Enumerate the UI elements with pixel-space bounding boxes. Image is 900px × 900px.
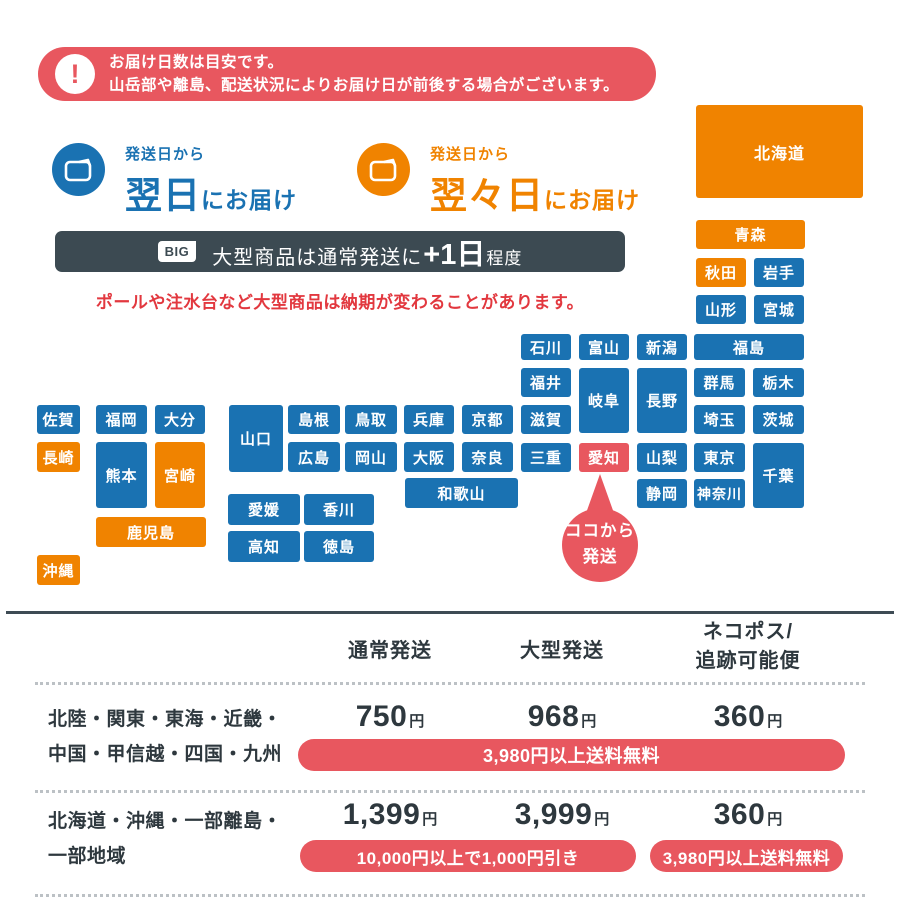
prefecture-tile: 島根 [288, 405, 340, 434]
prefecture-tile: 徳島 [304, 531, 374, 562]
prefecture-tile: 岡山 [345, 442, 397, 472]
prefecture-tile: 和歌山 [405, 478, 518, 508]
prefecture-tile: 富山 [579, 334, 629, 360]
prefecture-tile: 大阪 [404, 442, 454, 472]
prefecture-tile: 奈良 [462, 442, 513, 472]
region-label-row-2: 北海道・沖縄・一部離島・ 一部地域 [48, 811, 283, 867]
prefecture-tile: 愛媛 [228, 494, 300, 525]
prefecture-tile: 宮崎 [155, 442, 205, 508]
fee-row2-normal: 1,399 円 [342, 798, 438, 831]
column-header-normal: 通常発送 [348, 640, 432, 662]
fee-row2-nekopos: 360 円 [713, 798, 783, 831]
large-item-note: ポールや注水台など大型商品は納期が変わることがあります。 [95, 293, 585, 312]
prefecture-tile: 兵庫 [404, 405, 454, 434]
yen-unit: 円 [767, 811, 783, 828]
prefecture-tile: 茨城 [753, 405, 804, 434]
prefecture-tile: 岐阜 [579, 368, 629, 433]
origin-bubble-line-2: 発送 [582, 548, 618, 566]
dotted-divider [35, 790, 865, 793]
prefecture-tile: 東京 [694, 443, 745, 472]
prefecture-tile: 静岡 [637, 479, 687, 508]
discount-pill-row-2: 10,000円以上で1,000円引き [300, 840, 636, 872]
prefecture-tile: 宮城 [754, 295, 804, 324]
prefecture-tile: 青森 [696, 220, 805, 249]
notice-line-2: 山岳部や離島、配送状況によりお届け日が前後する場合がございます。 [109, 77, 620, 94]
column-header-nekopos: ネコポス/ 追跡可能便 [695, 621, 801, 672]
notice-line-1: お届け日数は目安です。 [109, 53, 284, 71]
parcel-icon [52, 143, 105, 196]
region-label-row-1: 北陸・関東・東海・近畿・ 中国・甲信越・四国・九州 [48, 709, 283, 765]
prefecture-tile: 高知 [228, 531, 300, 562]
prefecture-tile: 滋賀 [521, 405, 571, 434]
next-day-delivery-badge: 発送日から 翌日 にお届け [52, 143, 297, 219]
prefecture-tile: 鳥取 [345, 405, 397, 434]
yen-unit: 円 [409, 713, 425, 730]
prefecture-tile: 群馬 [694, 368, 745, 397]
notice-banner: ! お届け日数は目安です。 山岳部や離島、配送状況によりお届け日が前後する場合が… [38, 47, 656, 101]
prefecture-tile: 石川 [521, 334, 571, 360]
free-shipping-pill-row-2: 3,980円以上送料無料 [650, 840, 843, 872]
prefecture-tile: 熊本 [96, 442, 147, 508]
two-day-delivery-badge: 発送日から 翌々日 にお届け [357, 143, 640, 219]
dotted-divider [35, 682, 865, 685]
badge-big-text: 翌日 [125, 175, 201, 216]
badge-small-text: 発送日から [125, 146, 206, 163]
prefecture-tile: 鹿児島 [96, 517, 206, 547]
badge-suffix-text: にお届け [544, 187, 640, 213]
prefecture-tile: 山口 [229, 405, 283, 472]
notice-text: お届け日数は目安です。 山岳部や離島、配送状況によりお届け日が前後する場合がござ… [109, 51, 619, 98]
free-shipping-pill-row-1: 3,980円以上送料無料 [298, 739, 845, 771]
prefecture-tile: 京都 [462, 405, 513, 434]
origin-bubble-line-1: ココから [565, 522, 635, 541]
prefecture-tile: 大分 [155, 405, 205, 434]
big-banner-text: 大型商品は通常発送に [212, 246, 423, 269]
prefecture-tile: 福岡 [96, 405, 147, 434]
fee-row1-nekopos: 360 円 [713, 700, 783, 733]
prefecture-tile: 山梨 [637, 443, 687, 472]
badge-suffix-text: にお届け [201, 187, 297, 213]
big-box-icon: BIG [157, 241, 197, 262]
badge-big-text: 翌々日 [430, 175, 544, 216]
big-item-banner: BIG 大型商品は通常発送に +1日 程度 [55, 231, 625, 272]
prefecture-tile: 秋田 [696, 258, 746, 287]
prefecture-tile: 福島 [694, 334, 804, 360]
fee-row2-large: 3,999 円 [514, 798, 610, 831]
column-header-large: 大型発送 [520, 640, 604, 662]
big-banner-post: 程度 [486, 248, 523, 268]
prefecture-tile: 岩手 [754, 258, 804, 287]
exclamation-icon: ! [55, 54, 95, 94]
prefecture-tile: 香川 [304, 494, 374, 525]
prefecture-tile: 三重 [521, 443, 571, 472]
prefecture-tile: 沖縄 [37, 555, 80, 585]
prefecture-tile: 広島 [288, 442, 340, 472]
fee-row1-large: 968 円 [527, 700, 597, 733]
dotted-divider [35, 894, 865, 897]
yen-unit: 円 [422, 811, 438, 828]
table-top-divider [6, 611, 894, 614]
big-banner-plus: +1日 [423, 238, 486, 271]
prefecture-tile: 新潟 [637, 334, 687, 360]
prefecture-tile: 埼玉 [694, 405, 745, 434]
prefecture-tile: 愛知 [579, 443, 629, 472]
prefecture-tile: 長野 [637, 368, 687, 433]
badge-small-text: 発送日から [430, 146, 511, 163]
prefecture-tile: 北海道 [696, 105, 863, 198]
prefecture-tile: 佐賀 [37, 405, 80, 434]
fee-row1-normal: 750 円 [355, 700, 425, 733]
prefecture-tile: 長崎 [37, 442, 80, 472]
prefecture-tile: 福井 [521, 368, 571, 397]
prefecture-tile: 神奈川 [694, 479, 745, 508]
origin-bubble: ココから 発送 [562, 508, 638, 582]
yen-unit: 円 [594, 811, 610, 828]
prefecture-tile: 千葉 [753, 443, 804, 508]
yen-unit: 円 [767, 713, 783, 730]
prefecture-tile: 山形 [696, 295, 746, 324]
yen-unit: 円 [581, 713, 597, 730]
parcel-icon [357, 143, 410, 196]
prefecture-tile: 栃木 [753, 368, 804, 397]
